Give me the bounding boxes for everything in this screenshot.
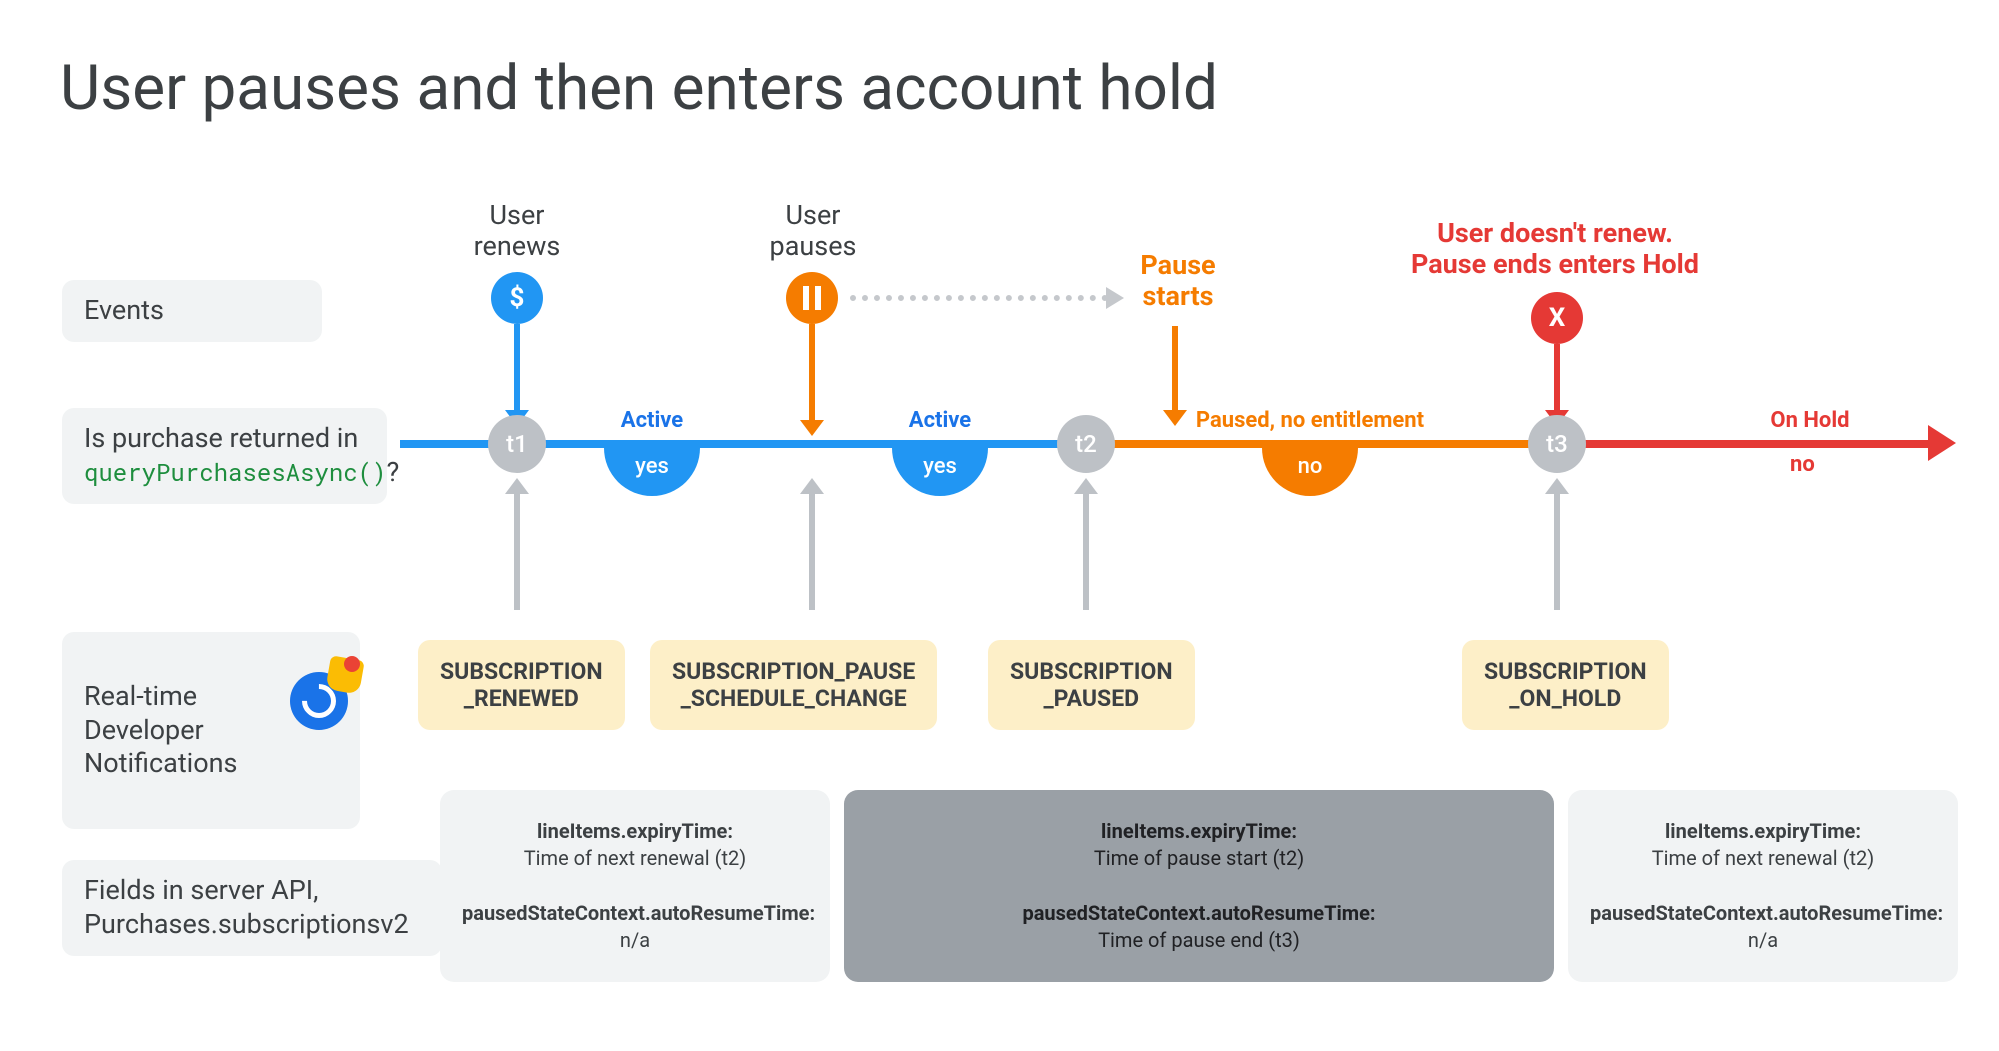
dotted-arrow — [850, 295, 1108, 301]
rtdn-text: Real-time Developer Notifications — [84, 680, 237, 780]
arrow-down-pauses — [809, 324, 815, 422]
tnode-t2: t2 — [1057, 415, 1115, 473]
badge-no-hold: no — [1790, 452, 1815, 477]
purchase-q2: ? — [386, 456, 399, 488]
f3-v1: Time of next renewal (t2) — [1590, 845, 1936, 872]
f3-v2: n/a — [1590, 927, 1936, 954]
f2-v2: Time of pause end (t3) — [866, 927, 1532, 954]
fields-box-1: lineItems.expiryTime: Time of next renew… — [440, 790, 830, 982]
timeline-seg-paused — [1088, 440, 1558, 448]
arrow-down-no-renew — [1554, 344, 1560, 412]
f3-k2: pausedStateContext.autoResumeTime: — [1590, 901, 1943, 925]
dollar-icon: $ — [491, 272, 543, 324]
fields-box-2: lineItems.expiryTime: Time of pause star… — [844, 790, 1554, 982]
f3-k1: lineItems.expiryTime: — [1665, 819, 1861, 843]
f2-k2: pausedStateContext.autoResumeTime: — [1022, 901, 1375, 925]
fields-box-3: lineItems.expiryTime: Time of next renew… — [1568, 790, 1958, 982]
arrow-down-renews — [514, 324, 520, 412]
event-user-pauses: User pauses — [768, 200, 858, 262]
status-paused: Paused, no entitlement — [1150, 408, 1470, 433]
f1-v2: n/a — [462, 927, 808, 954]
arrow-up-n1 — [514, 492, 520, 610]
arrow-up-n2 — [809, 492, 815, 610]
notif-pause-schedule: SUBSCRIPTION_PAUSE _SCHEDULE_CHANGE — [650, 640, 937, 730]
status-active-2: Active — [880, 408, 1000, 433]
timeline-seg-hold — [1558, 440, 1928, 448]
f2-v1: Time of pause start (t2) — [866, 845, 1532, 872]
row-label-fields: Fields in server API, Purchases.subscrip… — [62, 860, 442, 956]
row-label-events: Events — [62, 280, 322, 342]
timeline-end-arrow-icon — [1928, 425, 1956, 461]
badge-yes-2: yes — [892, 448, 988, 496]
event-pause-starts: Pause starts — [1128, 250, 1228, 312]
notif-on-hold: SUBSCRIPTION _ON_HOLD — [1462, 640, 1669, 730]
clock-bell-icon — [290, 672, 348, 730]
notif-paused: SUBSCRIPTION _PAUSED — [988, 640, 1195, 730]
f2-k1: lineItems.expiryTime: — [1101, 819, 1297, 843]
row-label-rtdn: Real-time Developer Notifications — [62, 632, 360, 829]
f1-k1: lineItems.expiryTime: — [537, 819, 733, 843]
event-no-renew: User doesn't renew. Pause ends enters Ho… — [1395, 218, 1715, 280]
tnode-t1: t1 — [488, 415, 546, 473]
badge-no-paused: no — [1262, 448, 1358, 496]
badge-yes-1: yes — [604, 448, 700, 496]
x-icon: X — [1531, 292, 1583, 344]
tnode-t3: t3 — [1528, 415, 1586, 473]
arrow-up-n4 — [1554, 492, 1560, 610]
purchase-code: queryPurchasesAsync() — [84, 456, 386, 488]
row-label-purchase: Is purchase returned in queryPurchasesAs… — [62, 408, 387, 504]
arrow-down-pause-starts — [1172, 326, 1178, 412]
arrow-up-n3 — [1083, 492, 1089, 610]
notif-renewed: SUBSCRIPTION _RENEWED — [418, 640, 625, 730]
event-user-renews: User renews — [472, 200, 562, 262]
pause-icon — [786, 272, 838, 324]
f1-v1: Time of next renewal (t2) — [462, 845, 808, 872]
purchase-q-text: Is purchase returned in — [84, 422, 358, 454]
status-active-1: Active — [592, 408, 712, 433]
page-title: User pauses and then enters account hold — [60, 52, 1218, 125]
f1-k2: pausedStateContext.autoResumeTime: — [462, 901, 815, 925]
status-hold: On Hold — [1740, 408, 1880, 433]
